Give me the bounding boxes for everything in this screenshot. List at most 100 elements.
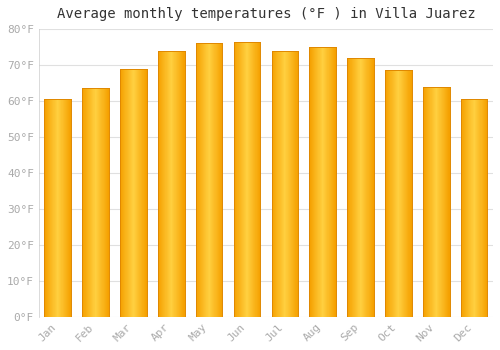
Bar [468, 99, 469, 317]
Bar [423, 86, 424, 317]
Bar [164, 51, 165, 317]
Bar [63, 99, 64, 317]
Bar [106, 89, 107, 317]
Bar [173, 51, 174, 317]
Bar [199, 43, 200, 317]
Bar [282, 51, 284, 317]
Bar [312, 47, 313, 317]
Bar [259, 42, 260, 317]
Bar [446, 86, 447, 317]
Bar [463, 99, 464, 317]
Bar [317, 47, 318, 317]
Bar [469, 99, 470, 317]
Bar [470, 99, 471, 317]
Bar [52, 99, 53, 317]
Bar [253, 42, 254, 317]
Bar [84, 89, 85, 317]
Bar [327, 47, 328, 317]
Bar [368, 58, 369, 317]
Bar [137, 69, 138, 317]
Bar [167, 51, 168, 317]
Bar [252, 42, 253, 317]
Bar [335, 47, 336, 317]
Bar [359, 58, 360, 317]
Bar [405, 70, 406, 317]
Bar [130, 69, 131, 317]
Bar [89, 89, 90, 317]
Bar [365, 58, 366, 317]
Bar [353, 58, 354, 317]
Bar [315, 47, 316, 317]
Bar [56, 99, 57, 317]
Bar [122, 69, 123, 317]
Bar [358, 58, 359, 317]
Bar [477, 99, 478, 317]
Bar [431, 86, 432, 317]
Bar [426, 86, 428, 317]
Bar [287, 51, 288, 317]
Bar [328, 47, 329, 317]
Bar [425, 86, 426, 317]
Bar [410, 70, 411, 317]
Bar [162, 51, 163, 317]
Bar [57, 99, 58, 317]
Bar [248, 42, 249, 317]
Bar [314, 47, 315, 317]
Bar [440, 86, 441, 317]
Bar [366, 58, 367, 317]
Bar [369, 58, 370, 317]
Bar [161, 51, 162, 317]
Bar [183, 51, 184, 317]
Bar [390, 70, 391, 317]
Bar [399, 70, 400, 317]
Bar [276, 51, 277, 317]
Bar [471, 99, 472, 317]
Bar [197, 43, 198, 317]
Bar [54, 99, 55, 317]
Bar [391, 70, 392, 317]
Bar [45, 99, 46, 317]
Bar [217, 43, 218, 317]
Bar [429, 86, 430, 317]
Bar [83, 89, 84, 317]
Bar [322, 47, 323, 317]
Bar [60, 99, 61, 317]
Bar [158, 51, 159, 317]
Bar [389, 70, 390, 317]
Bar [47, 99, 48, 317]
Bar [370, 58, 371, 317]
Bar [245, 42, 246, 317]
Bar [461, 99, 462, 317]
Bar [250, 42, 251, 317]
Bar [48, 99, 50, 317]
Bar [438, 86, 439, 317]
Bar [289, 51, 290, 317]
Bar [249, 42, 250, 317]
Bar [246, 42, 247, 317]
Bar [131, 69, 132, 317]
Bar [87, 89, 88, 317]
Bar [447, 86, 448, 317]
Bar [284, 51, 285, 317]
Bar [129, 69, 130, 317]
Bar [424, 86, 425, 317]
Bar [132, 69, 133, 317]
Bar [286, 51, 287, 317]
Bar [398, 70, 399, 317]
Bar [141, 69, 142, 317]
Bar [445, 86, 446, 317]
Bar [88, 89, 89, 317]
Bar [202, 43, 203, 317]
Bar [356, 58, 357, 317]
Bar [66, 99, 68, 317]
Bar [170, 51, 171, 317]
Bar [143, 69, 144, 317]
Bar [436, 86, 437, 317]
Bar [411, 70, 412, 317]
Bar [351, 58, 352, 317]
Bar [277, 51, 278, 317]
Bar [215, 43, 216, 317]
Bar [290, 51, 291, 317]
Bar [331, 47, 332, 317]
Bar [206, 43, 207, 317]
